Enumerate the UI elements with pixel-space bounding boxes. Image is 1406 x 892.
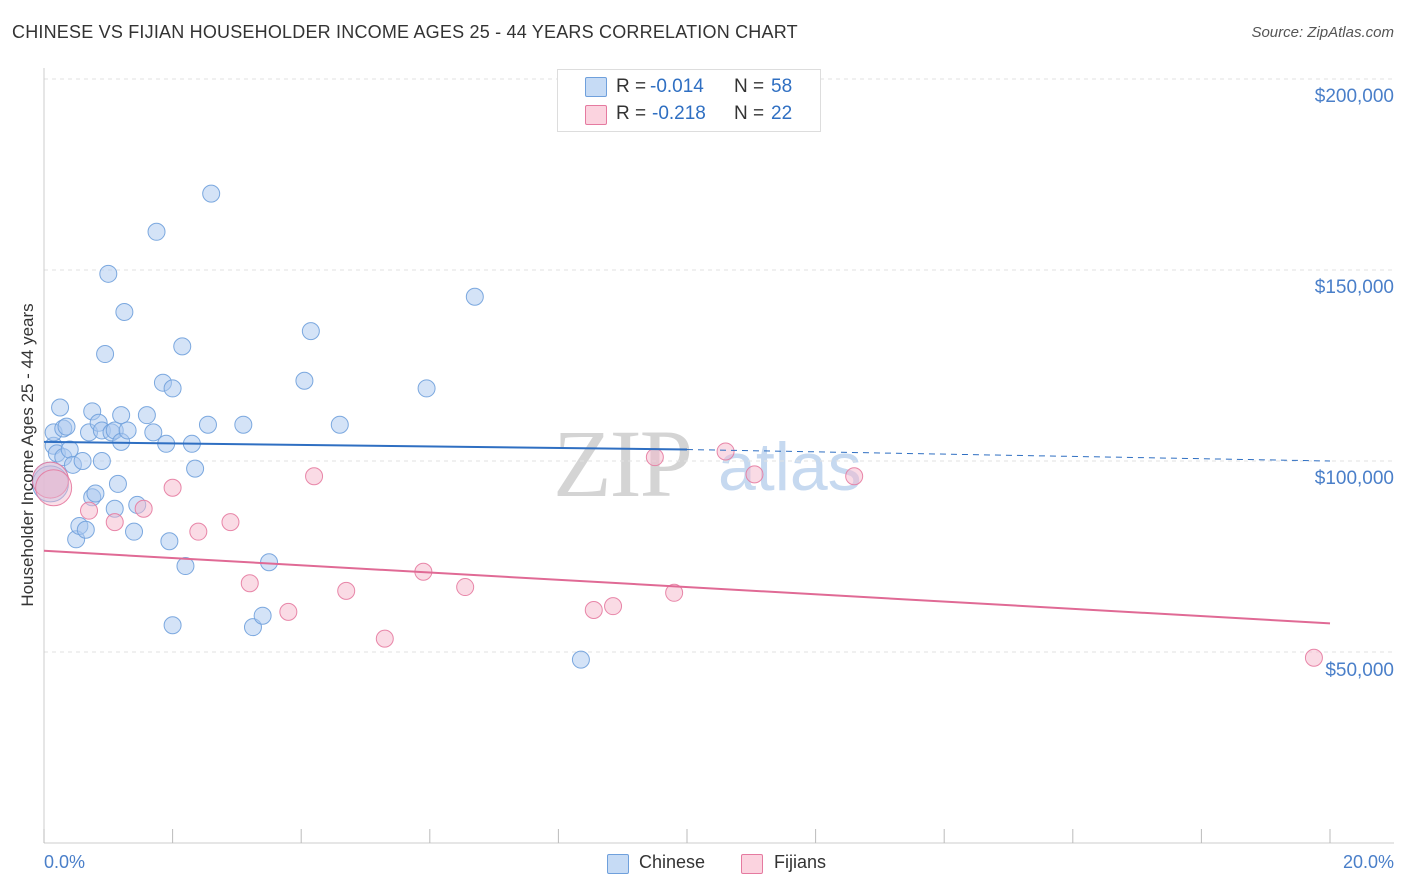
chinese-point <box>160 532 179 551</box>
chinese-point <box>295 371 314 390</box>
bottom-legend-swatch-chinese <box>607 854 629 874</box>
legend-r-label: R = <box>616 103 647 124</box>
chinese-point <box>176 557 195 576</box>
x-tick-max: 20.0% <box>1342 852 1394 872</box>
chinese-point <box>253 606 272 625</box>
correlation-legend: R = -0.014 N = 58 R = -0.218 N = 22 <box>557 69 821 132</box>
chinese-point <box>57 417 76 436</box>
fijian-point <box>221 513 240 532</box>
chinese-point <box>86 484 105 503</box>
legend-r-value: -0.014 <box>650 76 704 97</box>
chinese-point <box>76 520 95 539</box>
chinese-point <box>243 618 262 637</box>
chinese-point <box>96 345 115 364</box>
fijian-point <box>134 499 153 518</box>
chinese-point <box>163 379 182 398</box>
fijian-point <box>645 448 664 467</box>
y-tick-label: $50,000 <box>1325 660 1394 681</box>
fijian-point <box>375 629 394 648</box>
legend-r-value: -0.218 <box>652 103 706 124</box>
fijian-trend-line <box>43 549 1331 625</box>
chinese-point <box>92 452 111 470</box>
fijian-point <box>665 583 684 602</box>
fijian-point <box>240 574 259 593</box>
bottom-legend-swatch-fijians <box>741 854 763 874</box>
fijian-point <box>845 467 864 486</box>
chinese-point <box>465 287 484 306</box>
fijian-point <box>745 465 764 484</box>
chinese-point <box>417 379 436 398</box>
watermark-zip: ZIP <box>553 410 693 517</box>
fijian-point <box>305 467 324 486</box>
fijian-point <box>337 581 356 600</box>
bottom-legend-label-fijians: Fijians <box>774 852 827 872</box>
fijian-point <box>35 469 73 507</box>
legend-swatch-fijians <box>585 105 607 125</box>
chinese-point <box>99 264 118 283</box>
chinese-point <box>144 423 163 442</box>
fijian-point <box>279 602 298 621</box>
chinese-point <box>147 222 166 241</box>
fijian-point <box>1304 648 1323 667</box>
chinese-point <box>115 303 134 322</box>
chinese-point <box>571 650 590 669</box>
chinese-point <box>234 415 253 434</box>
chinese-trend-extension <box>686 449 1331 462</box>
chinese-point <box>186 459 205 478</box>
source-label: Source: ZipAtlas.com <box>1251 24 1394 41</box>
y-tick-label: $200,000 <box>1314 86 1394 107</box>
chinese-point <box>301 322 320 341</box>
chinese-point <box>108 474 127 493</box>
legend-n-label: N = <box>734 76 765 97</box>
x-tick-min: 0.0% <box>44 852 86 872</box>
legend-n-value: 58 <box>771 76 793 97</box>
legend-swatch-chinese <box>585 77 607 97</box>
chinese-point <box>125 522 144 541</box>
chinese-point <box>198 415 217 434</box>
chinese-point <box>330 415 349 434</box>
fijian-point <box>584 600 603 619</box>
y-tick-label: $150,000 <box>1314 277 1394 298</box>
chinese-point <box>202 184 221 203</box>
legend-n-value: 22 <box>771 103 793 124</box>
fijian-point <box>80 501 99 520</box>
fijian-point <box>604 597 623 616</box>
chinese-point <box>163 616 182 635</box>
fijian-point <box>105 513 124 532</box>
fijian-point <box>716 442 735 461</box>
chinese-point <box>112 406 131 425</box>
chart-title: CHINESE VS FIJIAN HOUSEHOLDER INCOME AGE… <box>12 22 798 42</box>
fijian-point <box>163 478 182 497</box>
legend-r-label: R = <box>616 76 647 97</box>
chinese-point <box>173 337 192 356</box>
y-axis-label: Householder Income Ages 25 - 44 years <box>18 303 37 607</box>
legend-n-label: N = <box>734 103 765 124</box>
y-tick-label: $100,000 <box>1314 468 1394 489</box>
chinese-point <box>137 406 156 425</box>
chinese-point <box>118 421 137 440</box>
watermark-atlas: atlas <box>718 429 862 505</box>
chinese-point <box>51 398 70 417</box>
chinese-point <box>73 452 92 470</box>
bottom-legend-label-chinese: Chinese <box>639 852 706 872</box>
fijian-point <box>189 522 208 541</box>
fijian-point <box>456 578 475 597</box>
chinese-trend-line <box>43 440 688 451</box>
